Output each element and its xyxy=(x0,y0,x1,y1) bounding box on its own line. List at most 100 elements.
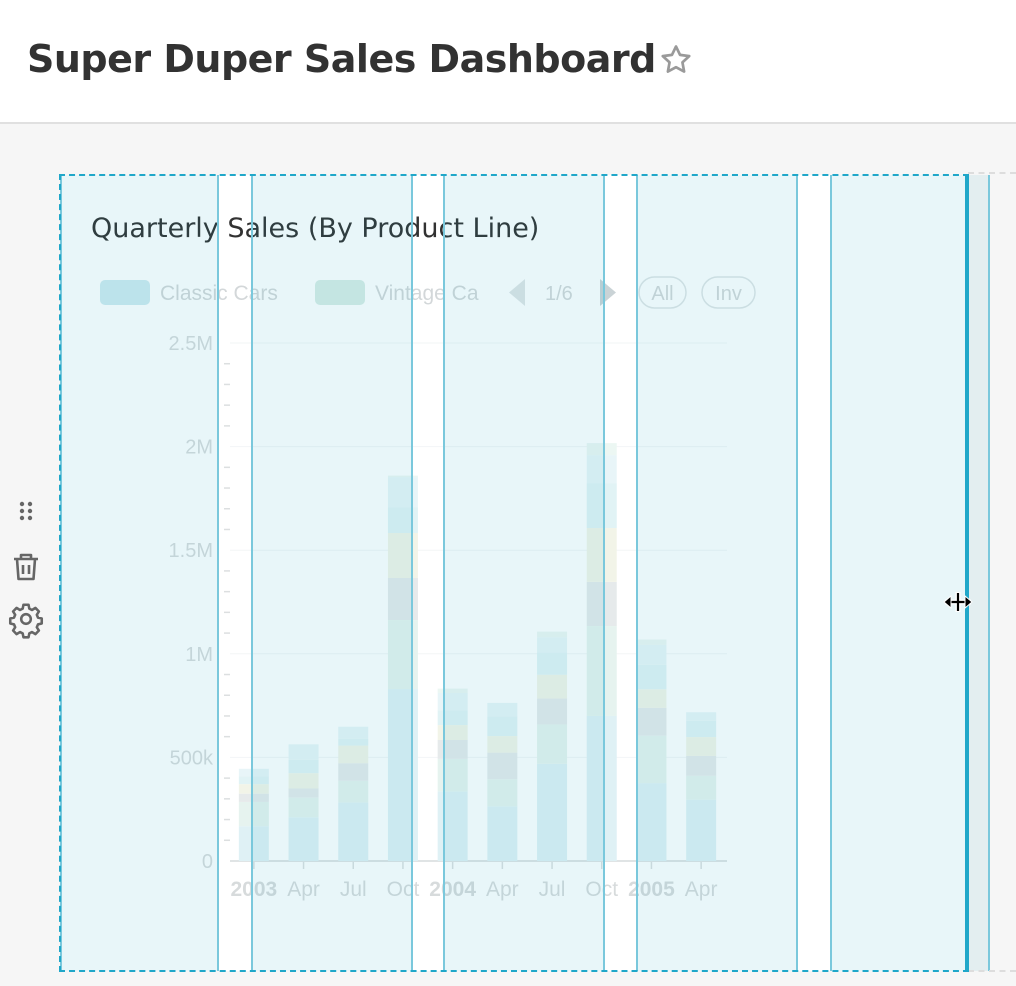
y-tick-label: 500k xyxy=(170,747,214,769)
y-tick-label: 1.5M xyxy=(169,540,213,562)
bar-segment[interactable] xyxy=(537,724,568,764)
bar-segment[interactable] xyxy=(537,631,568,638)
bar-segment[interactable] xyxy=(636,664,667,690)
bar-segment[interactable] xyxy=(437,692,468,711)
legend-inverse-label[interactable]: Inv xyxy=(715,283,742,305)
bar-segment[interactable] xyxy=(338,745,369,764)
bar-segment[interactable] xyxy=(288,744,319,760)
legend-all-button[interactable] xyxy=(638,276,687,309)
bar-segment[interactable] xyxy=(487,779,518,807)
bar-segment[interactable] xyxy=(636,707,667,736)
bar-segment[interactable] xyxy=(686,799,717,861)
bar-segment[interactable] xyxy=(288,773,319,789)
x-tick-label: Apr xyxy=(685,878,718,901)
bar-segment[interactable] xyxy=(437,758,468,792)
legend-page-indicator: 1/6 xyxy=(545,283,573,305)
x-tick-label: 2003 xyxy=(230,878,277,901)
legend-prev-icon[interactable] xyxy=(509,279,525,306)
grid-column-overlay xyxy=(60,175,219,971)
bar-segment[interactable] xyxy=(437,710,468,726)
drop-indicator-top xyxy=(968,172,1016,174)
bar-segment[interactable] xyxy=(288,788,319,798)
bar-segment[interactable] xyxy=(537,674,568,699)
dashboard-header: Super Duper Sales Dashboard xyxy=(0,0,1016,124)
grid-column-overlay xyxy=(830,175,968,971)
bar-segment[interactable] xyxy=(238,826,269,861)
bar-segment[interactable] xyxy=(487,716,518,737)
bar-segment[interactable] xyxy=(686,775,717,800)
bar-segment[interactable] xyxy=(636,689,667,708)
bar-segment[interactable] xyxy=(238,768,269,777)
bar-segment[interactable] xyxy=(636,735,667,784)
bar-segment[interactable] xyxy=(338,726,369,739)
bar-segment[interactable] xyxy=(586,581,617,627)
trash-icon[interactable] xyxy=(8,545,44,589)
legend-label-vintage-cars[interactable]: Vintage Ca xyxy=(375,282,479,305)
x-tick-label: 2004 xyxy=(429,878,476,901)
bar-segment[interactable] xyxy=(636,644,667,665)
bar-segment[interactable] xyxy=(387,475,418,478)
bar-segment[interactable] xyxy=(338,738,369,746)
bar-segment[interactable] xyxy=(686,720,717,738)
x-tick-label: Jul xyxy=(340,878,367,901)
bar-segment[interactable] xyxy=(238,793,269,802)
bar-segment[interactable] xyxy=(238,801,269,827)
bar-segment[interactable] xyxy=(437,739,468,759)
bar-segment[interactable] xyxy=(288,797,319,818)
resize-cursor-icon xyxy=(943,592,973,612)
legend-all-label[interactable]: All xyxy=(651,283,673,305)
bar-segment[interactable] xyxy=(537,652,568,675)
x-tick-label: 2005 xyxy=(628,878,675,901)
bar-segment[interactable] xyxy=(537,637,568,653)
bar-segment[interactable] xyxy=(487,806,518,861)
grid-column-overlay xyxy=(251,175,413,971)
star-icon[interactable] xyxy=(658,42,694,78)
drop-indicator-bottom xyxy=(968,970,1016,972)
bar-segment[interactable] xyxy=(238,784,269,794)
bar-segment[interactable] xyxy=(686,712,717,721)
grid-column-overlay xyxy=(443,175,605,971)
gear-icon[interactable] xyxy=(8,599,44,639)
legend-inverse-button[interactable] xyxy=(701,276,756,309)
bar-segment[interactable] xyxy=(487,752,518,780)
x-tick-label: Oct xyxy=(585,878,618,901)
bar-segment[interactable] xyxy=(338,802,369,861)
chart-title: Quarterly Sales (By Product Line) xyxy=(91,213,540,244)
bar-segment[interactable] xyxy=(586,455,617,484)
x-tick-label: Apr xyxy=(287,878,320,901)
bar-segment[interactable] xyxy=(537,698,568,725)
bar-segment[interactable] xyxy=(636,783,667,861)
grid-column-overlay xyxy=(636,175,798,971)
resize-preview-column xyxy=(968,175,990,971)
bar-segment[interactable] xyxy=(487,702,518,717)
bar-segment[interactable] xyxy=(437,725,468,740)
bar-segment[interactable] xyxy=(238,776,269,785)
bar-segment[interactable] xyxy=(586,715,617,861)
bar-segment[interactable] xyxy=(437,688,468,693)
bar-segment[interactable] xyxy=(288,817,319,861)
x-tick-label: Jul xyxy=(539,878,566,901)
bar-segment[interactable] xyxy=(586,443,617,456)
y-tick-label: 0 xyxy=(202,851,213,873)
y-tick-label: 1M xyxy=(185,644,213,666)
bar-segment[interactable] xyxy=(437,791,468,861)
bar-segment[interactable] xyxy=(686,755,717,776)
y-tick-label: 2M xyxy=(185,437,213,459)
legend-swatch-vintage-cars[interactable] xyxy=(315,280,365,305)
x-tick-label: Apr xyxy=(486,878,519,901)
drag-handle-icon[interactable] xyxy=(8,495,44,527)
bar-segment[interactable] xyxy=(686,737,717,756)
bar-segment[interactable] xyxy=(338,780,369,803)
bar-segment[interactable] xyxy=(586,626,617,716)
bar-segment[interactable] xyxy=(586,528,617,582)
bar-segment[interactable] xyxy=(537,763,568,861)
legend-swatch-classic-cars[interactable] xyxy=(100,280,150,305)
bar-segment[interactable] xyxy=(636,639,667,645)
bar-segment[interactable] xyxy=(487,736,518,753)
dashboard-title[interactable]: Super Duper Sales Dashboard xyxy=(27,37,656,81)
chart-selection-outline[interactable] xyxy=(59,174,969,972)
bar-segment[interactable] xyxy=(288,759,319,774)
bar-segment[interactable] xyxy=(338,763,369,781)
bar-segment[interactable] xyxy=(586,483,617,529)
chart-edit-tools xyxy=(8,495,44,639)
